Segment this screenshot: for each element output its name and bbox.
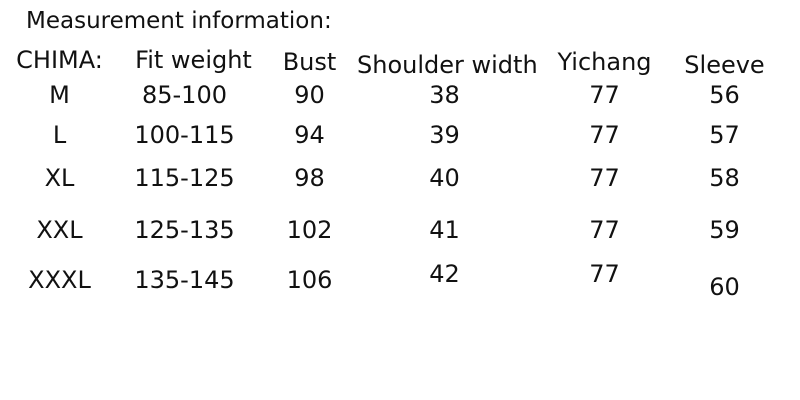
table-header-row: CHIMA: Fit weight Bust Shoulder width Yi… <box>12 45 772 79</box>
yichang-cell: 77 <box>589 216 620 244</box>
size-cell: L <box>52 121 67 149</box>
yichang-cell: 77 <box>589 164 620 192</box>
header-cell-yichang: Yichang <box>557 48 652 76</box>
fit-weight-cell: 115-125 <box>134 164 235 192</box>
fit-weight-cell: 100-115 <box>134 121 235 149</box>
size-cell: XXXL <box>28 266 91 294</box>
header-cell-shoulder-width: Shoulder width <box>357 51 538 79</box>
size-cell: M <box>49 81 70 109</box>
bust-cell: 90 <box>294 81 325 109</box>
shoulder-width-cell: 39 <box>429 121 460 149</box>
fit-weight-cell: 135-145 <box>134 266 235 294</box>
bust-cell: 102 <box>286 216 333 244</box>
header-cell-size: CHIMA: <box>16 46 103 74</box>
fit-weight-cell: 125-135 <box>134 216 235 244</box>
size-cell: XXL <box>36 216 83 244</box>
table-row: L 100-115 94 39 77 57 <box>12 120 772 150</box>
table-row: XXXL 135-145 106 42 77 60 <box>12 260 772 301</box>
shoulder-width-cell: 41 <box>429 216 460 244</box>
bust-cell: 94 <box>294 121 325 149</box>
sleeve-cell: 59 <box>709 216 740 244</box>
size-cell: XL <box>44 164 75 192</box>
sleeve-cell: 58 <box>709 164 740 192</box>
bust-cell: 98 <box>294 164 325 192</box>
table-row: XXL 125-135 102 41 77 59 <box>12 215 772 245</box>
header-cell-sleeve: Sleeve <box>684 51 765 79</box>
sleeve-cell: 57 <box>709 121 740 149</box>
shoulder-width-cell: 42 <box>429 260 460 288</box>
bust-cell: 106 <box>286 266 333 294</box>
sleeve-cell: 60 <box>709 273 740 301</box>
shoulder-width-cell: 38 <box>429 81 460 109</box>
shoulder-width-cell: 40 <box>429 164 460 192</box>
sleeve-cell: 56 <box>709 81 740 109</box>
fit-weight-cell: 85-100 <box>141 81 227 109</box>
yichang-cell: 77 <box>589 121 620 149</box>
yichang-cell: 77 <box>589 81 620 109</box>
page-title: Measurement information: <box>26 8 332 34</box>
yichang-cell: 77 <box>589 260 620 288</box>
header-cell-fit-weight: Fit weight <box>135 46 252 74</box>
table-row: M 85-100 90 38 77 56 <box>12 80 772 110</box>
header-cell-bust: Bust <box>282 48 337 76</box>
table-row: XL 115-125 98 40 77 58 <box>12 163 772 193</box>
